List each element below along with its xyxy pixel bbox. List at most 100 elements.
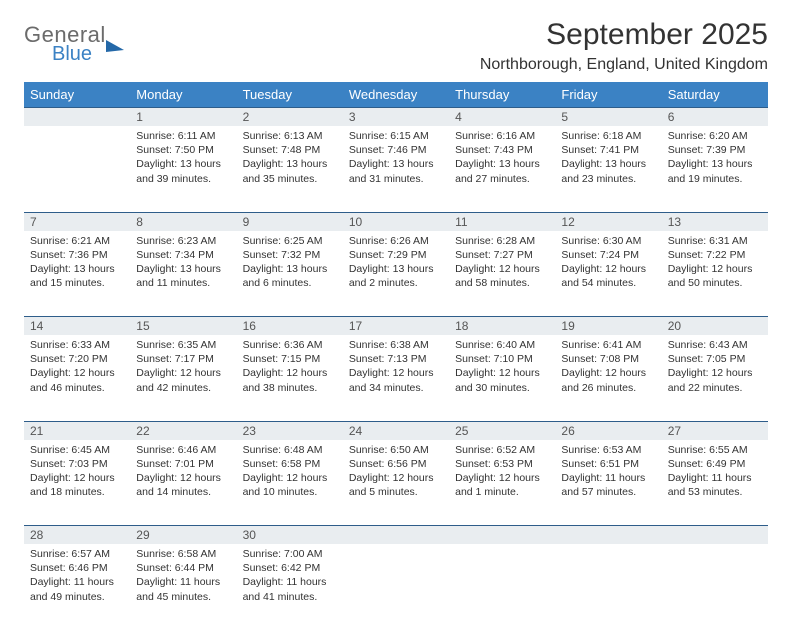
daylight-text: and 34 minutes. [349, 381, 443, 395]
day-cell: Sunrise: 6:41 AMSunset: 7:08 PMDaylight:… [555, 335, 661, 421]
day-details: Sunrise: 6:11 AMSunset: 7:50 PMDaylight:… [130, 126, 236, 192]
day-cell: Sunrise: 6:36 AMSunset: 7:15 PMDaylight:… [237, 335, 343, 421]
day-number [555, 526, 661, 545]
sunset-text: Sunset: 7:24 PM [561, 248, 655, 262]
day-details: Sunrise: 7:00 AMSunset: 6:42 PMDaylight:… [237, 544, 343, 610]
day-details: Sunrise: 6:36 AMSunset: 7:15 PMDaylight:… [237, 335, 343, 401]
sunset-text: Sunset: 6:58 PM [243, 457, 337, 471]
daylight-text: Daylight: 11 hours [136, 575, 230, 589]
daylight-text: and 18 minutes. [30, 485, 124, 499]
day-details: Sunrise: 6:53 AMSunset: 6:51 PMDaylight:… [555, 440, 661, 506]
week-row: Sunrise: 6:11 AMSunset: 7:50 PMDaylight:… [24, 126, 768, 212]
daylight-text: and 11 minutes. [136, 276, 230, 290]
day-cell: Sunrise: 6:15 AMSunset: 7:46 PMDaylight:… [343, 126, 449, 212]
logo-triangle-icon [106, 40, 124, 52]
day-details: Sunrise: 6:35 AMSunset: 7:17 PMDaylight:… [130, 335, 236, 401]
daylight-text: Daylight: 11 hours [668, 471, 762, 485]
day-cell: Sunrise: 6:25 AMSunset: 7:32 PMDaylight:… [237, 231, 343, 317]
sunset-text: Sunset: 6:51 PM [561, 457, 655, 471]
sunrise-text: Sunrise: 6:40 AM [455, 338, 549, 352]
daylight-text: Daylight: 12 hours [561, 366, 655, 380]
daylight-text: and 19 minutes. [668, 172, 762, 186]
logo-text: General Blue [24, 24, 106, 64]
day-details: Sunrise: 6:50 AMSunset: 6:56 PMDaylight:… [343, 440, 449, 506]
day-number: 5 [555, 108, 661, 127]
day-number: 28 [24, 526, 130, 545]
daylight-text: Daylight: 13 hours [455, 157, 549, 171]
day-number: 29 [130, 526, 236, 545]
sunrise-text: Sunrise: 6:31 AM [668, 234, 762, 248]
daylight-text: and 50 minutes. [668, 276, 762, 290]
daylight-text: Daylight: 12 hours [455, 262, 549, 276]
daylight-text: and 27 minutes. [455, 172, 549, 186]
sunrise-text: Sunrise: 6:58 AM [136, 547, 230, 561]
sunrise-text: Sunrise: 6:30 AM [561, 234, 655, 248]
day-number: 16 [237, 317, 343, 336]
day-details: Sunrise: 6:23 AMSunset: 7:34 PMDaylight:… [130, 231, 236, 297]
daylight-text: Daylight: 13 hours [668, 157, 762, 171]
day-cell: Sunrise: 6:35 AMSunset: 7:17 PMDaylight:… [130, 335, 236, 421]
day-details: Sunrise: 6:52 AMSunset: 6:53 PMDaylight:… [449, 440, 555, 506]
day-cell: Sunrise: 6:33 AMSunset: 7:20 PMDaylight:… [24, 335, 130, 421]
sunset-text: Sunset: 7:48 PM [243, 143, 337, 157]
day-number: 18 [449, 317, 555, 336]
day-details: Sunrise: 6:38 AMSunset: 7:13 PMDaylight:… [343, 335, 449, 401]
day-header: Thursday [449, 82, 555, 108]
daylight-text: and 53 minutes. [668, 485, 762, 499]
day-number: 14 [24, 317, 130, 336]
sunset-text: Sunset: 6:49 PM [668, 457, 762, 471]
daylight-text: and 10 minutes. [243, 485, 337, 499]
day-cell: Sunrise: 6:26 AMSunset: 7:29 PMDaylight:… [343, 231, 449, 317]
daylight-text: and 45 minutes. [136, 590, 230, 604]
daylight-text: and 39 minutes. [136, 172, 230, 186]
logo-word-blue: Blue [24, 44, 106, 64]
day-number: 11 [449, 212, 555, 231]
sunrise-text: Sunrise: 6:28 AM [455, 234, 549, 248]
sunset-text: Sunset: 7:03 PM [30, 457, 124, 471]
day-cell: Sunrise: 6:31 AMSunset: 7:22 PMDaylight:… [662, 231, 768, 317]
sunset-text: Sunset: 7:05 PM [668, 352, 762, 366]
day-number: 13 [662, 212, 768, 231]
day-number-row: 14151617181920 [24, 317, 768, 336]
day-details: Sunrise: 6:31 AMSunset: 7:22 PMDaylight:… [662, 231, 768, 297]
daylight-text: Daylight: 13 hours [349, 262, 443, 276]
sunset-text: Sunset: 6:42 PM [243, 561, 337, 575]
day-number: 7 [24, 212, 130, 231]
sunrise-text: Sunrise: 6:45 AM [30, 443, 124, 457]
day-cell: Sunrise: 6:13 AMSunset: 7:48 PMDaylight:… [237, 126, 343, 212]
daylight-text: and 2 minutes. [349, 276, 443, 290]
daylight-text: and 6 minutes. [243, 276, 337, 290]
day-number: 23 [237, 421, 343, 440]
daylight-text: and 49 minutes. [30, 590, 124, 604]
daylight-text: Daylight: 12 hours [243, 366, 337, 380]
sunrise-text: Sunrise: 6:25 AM [243, 234, 337, 248]
daylight-text: and 14 minutes. [136, 485, 230, 499]
daylight-text: Daylight: 12 hours [668, 366, 762, 380]
day-number: 21 [24, 421, 130, 440]
daylight-text: and 42 minutes. [136, 381, 230, 395]
day-number: 9 [237, 212, 343, 231]
day-number: 10 [343, 212, 449, 231]
sunrise-text: Sunrise: 6:53 AM [561, 443, 655, 457]
daylight-text: Daylight: 12 hours [455, 471, 549, 485]
day-number [24, 108, 130, 127]
daylight-text: Daylight: 12 hours [136, 366, 230, 380]
sunrise-text: Sunrise: 6:38 AM [349, 338, 443, 352]
sunrise-text: Sunrise: 6:21 AM [30, 234, 124, 248]
day-number: 15 [130, 317, 236, 336]
day-details: Sunrise: 6:25 AMSunset: 7:32 PMDaylight:… [237, 231, 343, 297]
logo: General Blue [24, 18, 124, 64]
day-details: Sunrise: 6:43 AMSunset: 7:05 PMDaylight:… [662, 335, 768, 401]
day-number: 17 [343, 317, 449, 336]
day-number-row: 78910111213 [24, 212, 768, 231]
day-cell [555, 544, 661, 630]
daylight-text: Daylight: 12 hours [30, 366, 124, 380]
day-cell: Sunrise: 6:38 AMSunset: 7:13 PMDaylight:… [343, 335, 449, 421]
day-cell: Sunrise: 6:11 AMSunset: 7:50 PMDaylight:… [130, 126, 236, 212]
day-details: Sunrise: 6:13 AMSunset: 7:48 PMDaylight:… [237, 126, 343, 192]
daylight-text: Daylight: 12 hours [30, 471, 124, 485]
sunset-text: Sunset: 6:46 PM [30, 561, 124, 575]
daylight-text: Daylight: 12 hours [243, 471, 337, 485]
daylight-text: and 30 minutes. [455, 381, 549, 395]
day-number [662, 526, 768, 545]
